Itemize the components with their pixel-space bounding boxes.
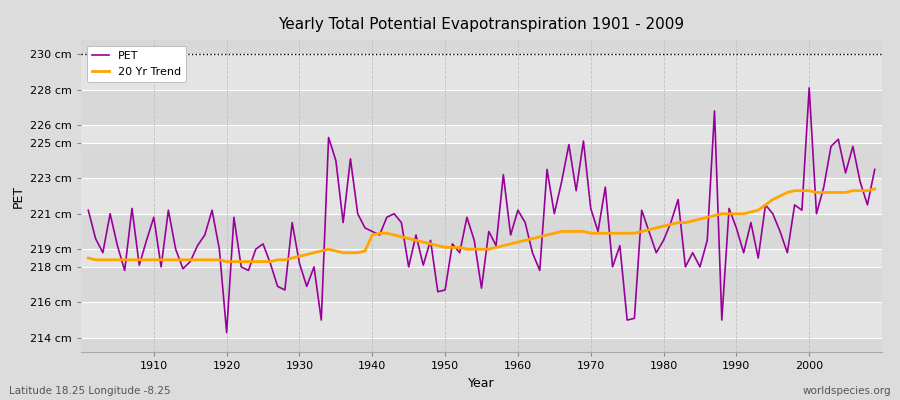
PET [608,264,618,269]
PET [520,220,531,225]
Title: Yearly Total Potential Evapotranspiration 1901 - 2009: Yearly Total Potential Evapotranspiratio… [278,17,685,32]
PET [869,167,880,172]
PET [221,330,232,335]
20 Yr Trend [352,250,363,255]
Bar [81,125,882,143]
20 Yr Trend [512,240,523,244]
Bar [81,214,882,249]
20 Yr Trend [608,231,618,236]
Text: Latitude 18.25 Longitude -8.25: Latitude 18.25 Longitude -8.25 [9,386,171,396]
Bar [81,143,882,178]
PET [804,86,814,90]
Text: worldspecies.org: worldspecies.org [803,386,891,396]
Bar [81,249,882,267]
20 Yr Trend [309,250,320,255]
PET [352,211,363,216]
20 Yr Trend [221,259,232,264]
Line: 20 Yr Trend: 20 Yr Trend [88,189,875,262]
Bar [81,178,882,214]
X-axis label: Year: Year [468,376,495,390]
PET [309,264,320,269]
20 Yr Trend [869,186,880,191]
PET [512,208,523,212]
Bar [81,302,882,338]
20 Yr Trend [520,238,531,243]
Line: PET: PET [88,88,875,332]
Bar [81,40,882,54]
Bar [81,90,882,125]
PET [141,238,152,243]
PET [83,208,94,212]
Bar [81,54,882,90]
Bar [81,338,882,352]
Bar [81,267,882,302]
20 Yr Trend [141,258,152,262]
Y-axis label: PET: PET [12,184,24,208]
20 Yr Trend [83,256,94,260]
Legend: PET, 20 Yr Trend: PET, 20 Yr Trend [86,46,186,82]
